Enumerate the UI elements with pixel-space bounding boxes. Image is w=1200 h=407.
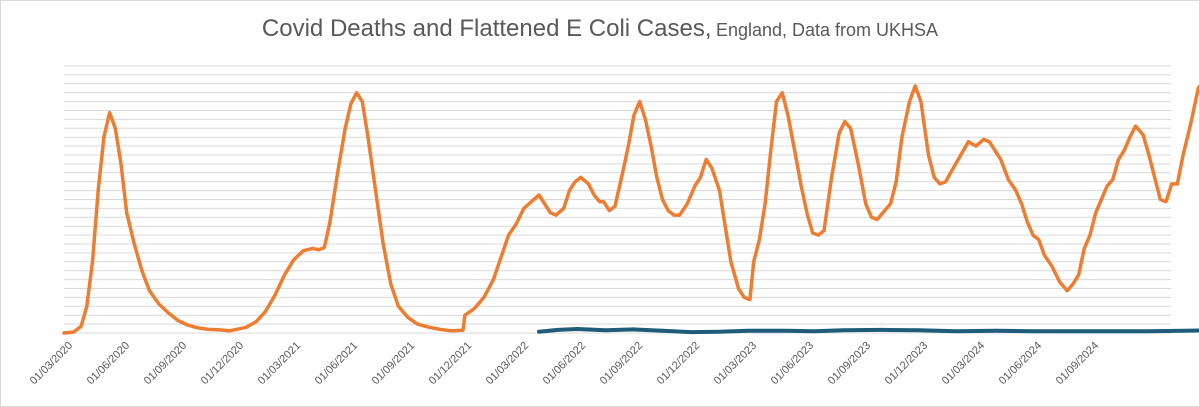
x-tick-label: 01/06/2021 <box>313 340 360 387</box>
x-tick-label: 01/06/2023 <box>769 340 816 387</box>
x-tick-label: 01/03/2020 <box>28 340 75 387</box>
x-tick-label: 01/12/2022 <box>655 340 702 387</box>
x-tick-label: 01/03/2024 <box>940 340 987 387</box>
x-tick-label: 01/09/2020 <box>142 340 189 387</box>
x-tick-label: 01/09/2023 <box>826 340 873 387</box>
chart-title-subtitle: England, Data from UKHSA <box>715 20 939 40</box>
x-tick-label: 01/09/2021 <box>370 340 417 387</box>
x-tick-label: 01/06/2020 <box>85 340 132 387</box>
x-axis-tick-labels: 01/03/2020 01/06/2020 01/09/2020 01/12/2020… <box>28 340 1101 387</box>
x-tick-label: 01/12/2021 <box>427 340 474 387</box>
x-tick-label: 01/12/2020 <box>199 340 246 387</box>
chart-title-main: Covid Deaths and Flattened E Coli Cases, <box>261 15 712 42</box>
x-tick-label: 01/03/2023 <box>712 340 759 387</box>
series-line-covid-deaths <box>62 83 1199 335</box>
x-tick-label: 01/06/2024 <box>997 340 1044 387</box>
x-tick-label: 01/12/2023 <box>883 340 930 387</box>
x-tick-label: 01/06/2022 <box>541 340 588 387</box>
x-tick-label: 01/09/2022 <box>598 340 645 387</box>
gridlines <box>64 65 1171 334</box>
x-tick-label: 01/09/2024 <box>1054 340 1101 387</box>
series-lines <box>62 83 1199 335</box>
chart-title: Covid Deaths and Flattened E Coli Cases,… <box>1 15 1199 43</box>
x-tick-label: 01/03/2022 <box>484 340 531 387</box>
x-tick-label: 01/03/2021 <box>256 340 303 387</box>
series-line-flattened-e-coli-cases <box>537 327 1199 335</box>
